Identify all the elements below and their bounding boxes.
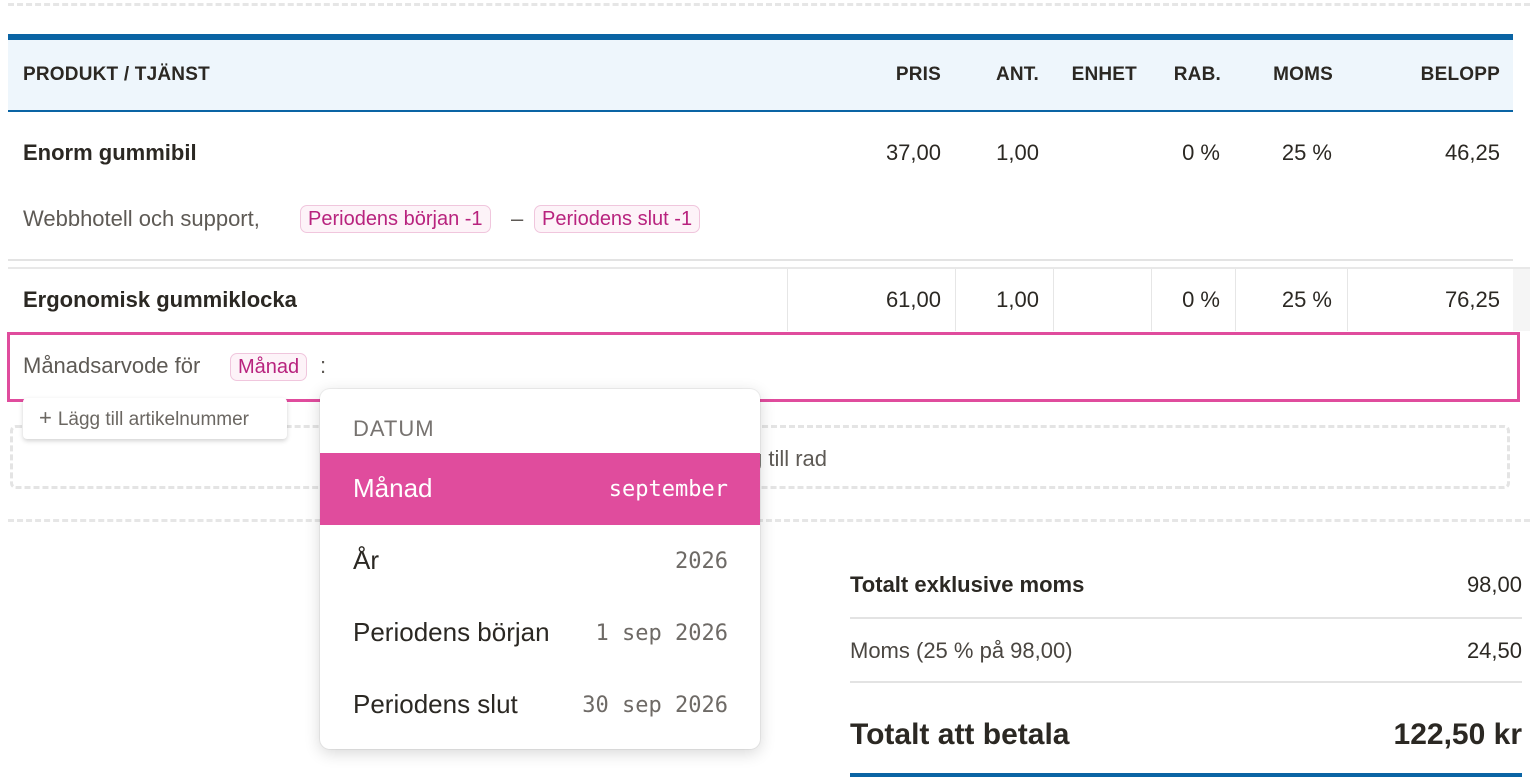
- column-divider: [955, 269, 956, 331]
- summary-divider: [850, 617, 1522, 619]
- dropdown-item-label: År: [353, 545, 379, 575]
- add-row-label[interactable]: g till rad: [750, 446, 828, 471]
- row-description[interactable]: Månadsarvode för: [23, 353, 201, 378]
- column-divider: [1235, 269, 1236, 331]
- row-divider: [8, 259, 1513, 261]
- row-price[interactable]: 61,00: [885, 287, 941, 312]
- add-row-dropzone[interactable]: [10, 425, 1510, 489]
- top-dashed-divider: [8, 3, 1530, 6]
- row-action-gutter: [1513, 269, 1530, 331]
- column-divider: [1151, 269, 1152, 331]
- total-value: 122,50 kr: [1393, 718, 1522, 751]
- subtotal-label: Totalt exklusive moms: [850, 572, 1085, 597]
- dropdown-item-value: september: [608, 477, 728, 502]
- plus-icon: +: [39, 405, 52, 430]
- row-description[interactable]: Webbhotell och support,: [23, 206, 260, 231]
- row-price[interactable]: 37,00: [885, 140, 941, 165]
- header-price: PRIS: [895, 64, 941, 85]
- dropdown-item-year[interactable]: År 2026: [320, 525, 760, 597]
- row-discount[interactable]: 0 %: [1182, 140, 1220, 165]
- vat-label: Moms (25 % på 98,00): [850, 638, 1073, 663]
- dropdown-header: DATUM: [353, 416, 435, 441]
- dropdown-item-label: Månad: [353, 473, 433, 503]
- row-vat[interactable]: 25 %: [1281, 140, 1332, 165]
- description-suffix: :: [320, 353, 327, 378]
- column-divider: [1053, 269, 1054, 331]
- header-vat: MOMS: [1273, 64, 1333, 85]
- table-top-bar: [8, 34, 1513, 40]
- row-amount: 46,25: [1444, 140, 1500, 165]
- vat-value: 24,50: [1466, 638, 1522, 663]
- row-discount[interactable]: 0 %: [1182, 287, 1220, 312]
- row-product-name[interactable]: Ergonomisk gummiklocka: [23, 287, 297, 312]
- dropdown-item-period-end[interactable]: Periodens slut 30 sep 2026: [320, 669, 760, 741]
- dropdown-item-period-start[interactable]: Periodens början 1 sep 2026: [320, 597, 760, 669]
- header-product: PRODUKT / TJÄNST: [23, 64, 210, 85]
- range-separator: –: [511, 206, 524, 231]
- row-product-name[interactable]: Enorm gummibil: [23, 140, 197, 165]
- variable-tag-period-start[interactable]: Periodens början -1: [300, 205, 491, 233]
- total-label: Totalt att betala: [850, 718, 1070, 751]
- variable-tag-period-end[interactable]: Periodens slut -1: [534, 205, 701, 233]
- header-discount: RAB.: [1173, 64, 1221, 85]
- summary-divider: [850, 681, 1522, 683]
- row-vat[interactable]: 25 %: [1281, 287, 1332, 312]
- total-underline: [850, 773, 1522, 777]
- subtotal-value: 98,00: [1466, 572, 1522, 597]
- row-amount: 76,25: [1444, 287, 1500, 312]
- add-article-number-button[interactable]: + Lägg till artikelnummer: [23, 398, 287, 439]
- section-dashed-divider: [8, 519, 1530, 522]
- header-qty: ANT.: [995, 64, 1039, 85]
- variable-tag-month[interactable]: Månad: [230, 353, 308, 381]
- dropdown-item-value: 2026: [675, 549, 728, 574]
- row-divider: [8, 267, 1530, 269]
- row-qty[interactable]: 1,00: [996, 140, 1039, 165]
- dropdown-item-label: Periodens början: [353, 617, 550, 647]
- table-header: PRODUKT / TJÄNST PRIS ANT. ENHET RAB. MO…: [8, 40, 1513, 112]
- dropdown-item-value: 30 sep 2026: [582, 693, 728, 718]
- header-unit: ENHET: [1071, 64, 1137, 85]
- column-divider: [787, 269, 788, 331]
- dropdown-item-value: 1 sep 2026: [595, 621, 728, 646]
- header-amount: BELOPP: [1420, 64, 1500, 85]
- description-editor[interactable]: [7, 332, 1520, 402]
- row-qty[interactable]: 1,00: [996, 287, 1039, 312]
- variable-dropdown[interactable]: DATUM Månad september År 2026 Periodens …: [320, 389, 760, 749]
- add-article-number-label: Lägg till artikelnummer: [57, 409, 249, 430]
- column-divider: [1347, 269, 1348, 331]
- dropdown-item-label: Periodens slut: [353, 689, 518, 719]
- dropdown-item-month[interactable]: Månad september: [320, 453, 760, 525]
